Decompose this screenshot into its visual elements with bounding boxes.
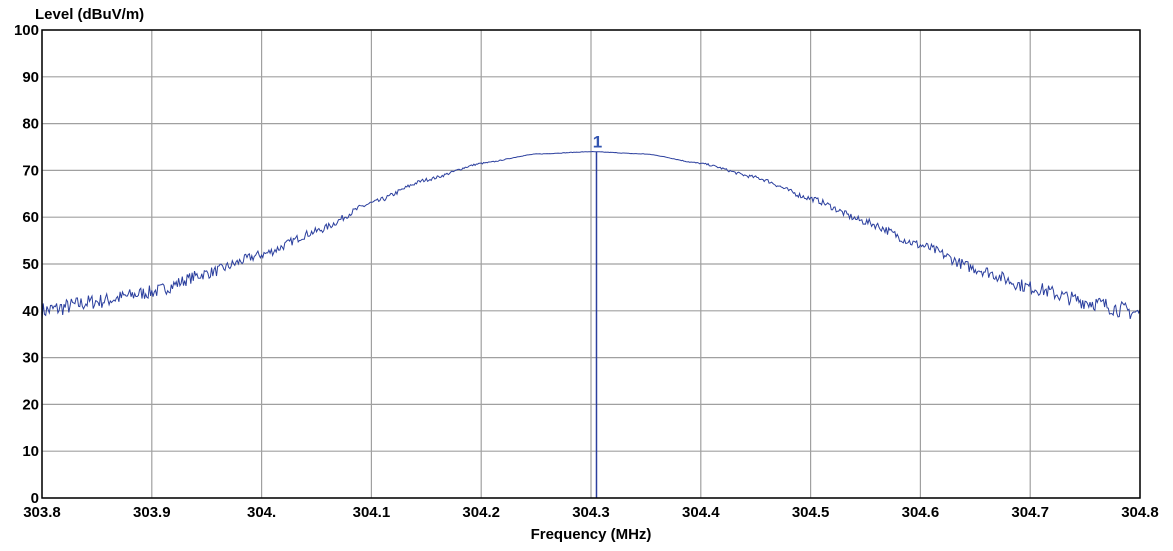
x-axis-label: Frequency (MHz) <box>531 526 652 543</box>
x-tick-label: 304.8 <box>1121 504 1159 521</box>
x-tick-label: 304.7 <box>1011 504 1049 521</box>
y-tick-label: 100 <box>14 22 39 39</box>
x-tick-label: 304.1 <box>353 504 391 521</box>
y-tick-label: 30 <box>22 350 39 367</box>
x-tick-label: 304.4 <box>682 504 720 521</box>
x-tick-label: 304.6 <box>902 504 940 521</box>
x-axis-ticks: 303.8 303.9 304. 304.1 304.2 304.3 304.4 304.5 3… <box>23 504 1159 521</box>
y-axis-label: Level (dBuV/m) <box>35 6 144 23</box>
x-tick-label: 304.5 <box>792 504 830 521</box>
x-tick-label: 303.8 <box>23 504 61 521</box>
x-tick-label: 304. <box>247 504 276 521</box>
y-axis-ticks: 0 10 20 30 40 50 60 70 80 90 100 <box>14 22 39 507</box>
marker-label: 1 <box>593 133 602 152</box>
y-tick-label: 80 <box>22 116 39 133</box>
y-tick-label: 90 <box>22 69 39 86</box>
y-tick-label: 50 <box>22 256 39 273</box>
x-tick-label: 304.2 <box>462 504 500 521</box>
y-tick-label: 20 <box>22 396 39 413</box>
y-tick-label: 0 <box>31 490 39 507</box>
x-tick-label: 304.3 <box>572 504 610 521</box>
y-tick-label: 60 <box>22 209 39 226</box>
x-tick-label: 303.9 <box>133 504 171 521</box>
y-tick-label: 70 <box>22 162 39 179</box>
y-tick-label: 40 <box>22 303 39 320</box>
y-tick-label: 10 <box>22 443 39 460</box>
